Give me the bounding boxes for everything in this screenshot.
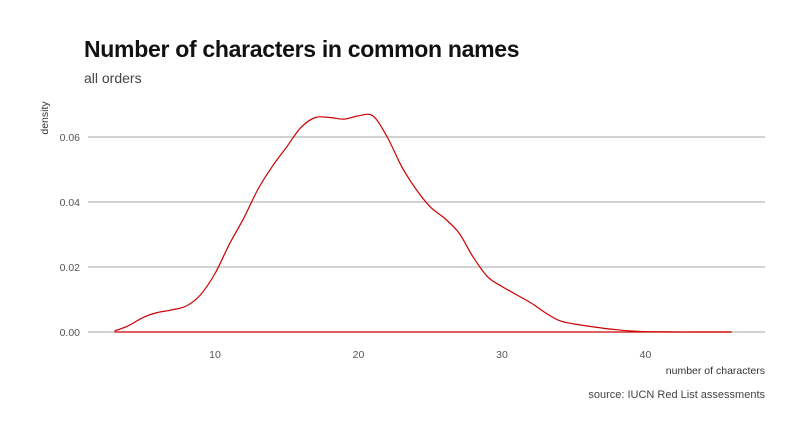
x-tick-label: 30 bbox=[496, 349, 508, 361]
chart-subtitle: all orders bbox=[84, 70, 142, 86]
chart-title: Number of characters in common names bbox=[84, 36, 520, 62]
gridlines bbox=[88, 136, 765, 333]
y-tick-label: 0.00 bbox=[60, 327, 81, 339]
y-tick-label: 0.06 bbox=[60, 132, 81, 144]
density-curve bbox=[114, 113, 732, 333]
y-tick-label: 0.02 bbox=[60, 262, 81, 274]
chart-caption: source: IUCN Red List assessments bbox=[588, 389, 765, 401]
y-tick-label: 0.04 bbox=[60, 197, 81, 209]
y-tick-labels: 0.00 0.02 0.04 0.06 bbox=[60, 132, 81, 339]
x-tick-label: 20 bbox=[353, 349, 365, 361]
x-tick-label: 10 bbox=[209, 349, 221, 361]
x-tick-label: 40 bbox=[640, 349, 652, 361]
x-axis-label: number of characters bbox=[666, 365, 765, 377]
y-axis-label: density bbox=[39, 101, 51, 135]
x-tick-labels: 10 20 30 40 bbox=[209, 349, 651, 361]
